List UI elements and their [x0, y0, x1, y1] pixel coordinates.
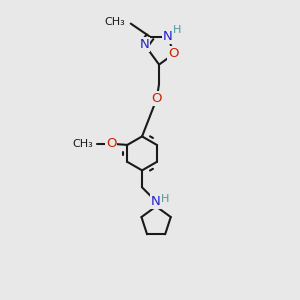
Text: O: O — [106, 137, 116, 150]
Text: H: H — [161, 194, 170, 204]
Text: O: O — [169, 47, 179, 61]
Text: H: H — [172, 26, 181, 35]
Text: N: N — [151, 195, 161, 208]
Text: O: O — [152, 92, 162, 105]
Text: CH₃: CH₃ — [72, 139, 93, 149]
Text: N: N — [163, 30, 173, 43]
Text: N: N — [140, 38, 149, 51]
Text: CH₃: CH₃ — [104, 17, 125, 27]
